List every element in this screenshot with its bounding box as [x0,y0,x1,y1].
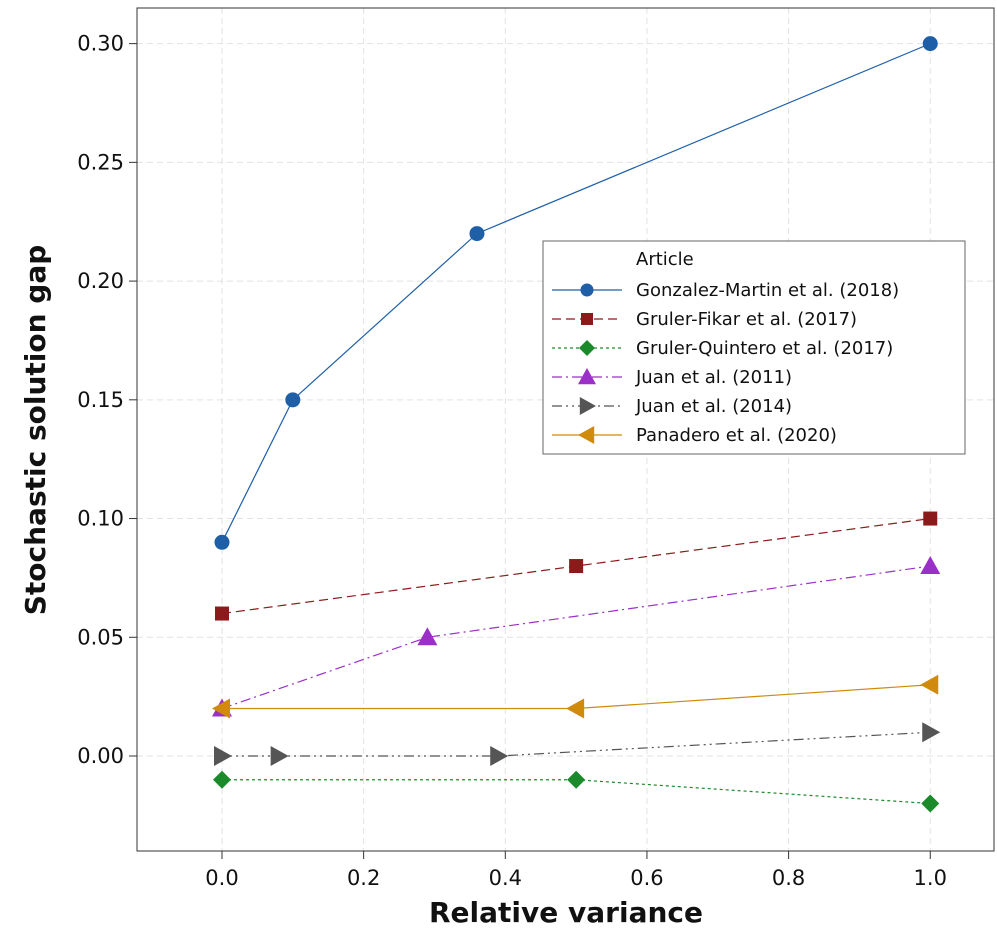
x-tick-label: 0.2 [347,866,380,890]
legend-title: Article [636,249,694,270]
x-tick-label: 0.6 [630,866,663,890]
data-point [569,559,584,574]
y-tick-label: 0.00 [77,744,124,768]
legend-marker [580,283,594,297]
legend-marker [578,368,596,385]
legend-marker [581,313,593,325]
data-point [923,511,938,526]
series-layer [211,36,941,813]
legend-entry: Gonzalez-Martin et al. (2018) [552,280,899,301]
y-tick-label: 0.30 [77,32,124,56]
y-tick-label: 0.20 [77,269,124,293]
axes: 0.0 0.2 0.4 0.6 0.8 1.0 0.00 0.05 0.10 0.15 0.20 0.… [77,7,995,890]
data-point [214,534,230,550]
legend-label: Gruler-Quintero et al. (2017) [636,338,893,359]
series-line [221,565,931,710]
legend-label: Juan et al. (2014) [635,396,792,417]
series-line [221,43,931,543]
data-point [469,226,485,242]
x-tick-label: 1.0 [914,866,947,890]
legend-entry: Gruler-Quintero et al. (2017) [552,338,893,359]
legend-label: Panadero et al. (2020) [636,425,837,446]
y-tick-label: 0.15 [77,388,124,412]
data-point [921,794,940,813]
x-tick-label: 0.8 [772,866,805,890]
data-point [212,770,231,789]
series-0 [214,36,938,550]
y-tick-label: 0.05 [77,625,124,649]
y-axis-title: Stochastic solution gap [19,245,52,616]
legend-entry: Juan et al. (2014) [552,396,792,417]
legend-entry: Juan et al. (2011) [552,367,792,388]
data-point [920,556,941,575]
legend-label: Gonzalez-Martin et al. (2018) [636,280,899,301]
plot-frame [136,7,995,852]
x-tick-label: 0.4 [489,866,522,890]
y-tick-label: 0.25 [77,150,124,174]
legend-entry: Panadero et al. (2020) [552,425,837,446]
data-point [285,392,301,408]
data-point [566,698,585,719]
data-point [270,746,289,767]
legend: Article Gonzalez-Martin et al. (2018) Grul… [542,240,966,455]
data-point [490,746,509,767]
legend-marker [579,340,595,356]
legend-marker [579,397,596,415]
legend-marker [578,426,595,444]
series-2 [212,770,940,813]
data-point [211,698,230,719]
data-point [417,627,438,646]
legend-label: Juan et al. (2011) [635,367,792,388]
series-3 [211,556,941,717]
data-point [214,606,229,621]
legend-label: Gruler-Fikar et al. (2017) [636,309,857,330]
series-line [221,731,931,757]
x-tick-label: 0.0 [205,866,238,890]
y-tick-label: 0.10 [77,507,124,531]
series-5 [211,674,939,719]
series-1 [214,511,938,621]
series-4 [213,722,941,767]
data-point [922,36,938,52]
data-point [213,746,232,767]
x-axis-title: Relative variance [429,896,703,929]
data-point [920,674,939,695]
legend-entry: Gruler-Fikar et al. (2017) [552,309,857,330]
data-point [922,722,941,743]
data-point [567,770,586,789]
